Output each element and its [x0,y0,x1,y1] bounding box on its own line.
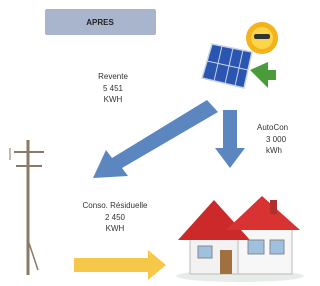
flow-value: 3 000 [266,135,287,144]
flow-unit: KWH [106,224,125,233]
arrow-autocons [215,110,245,168]
page: {"header": {"title": "APRES"}, "flows": … [0,0,309,286]
flow-unit: KWH [104,95,123,104]
arrow-conso [74,250,166,280]
header-title: APRES [86,18,114,27]
flow-label: Conso. Résiduelle [83,201,148,210]
diagram: APRES Revente 5 451 KWH AutoCon 3 000 kW… [0,0,309,286]
pole-icon [10,140,44,275]
flow-unit: kWh [266,146,282,155]
flow-label: AutoCon [257,123,288,132]
arrow-revente [93,100,218,178]
solar-panel-icon [202,22,278,88]
flow-value: 5 451 [103,84,124,93]
flow-label: Revente [98,72,128,81]
house-icon [176,196,304,282]
flow-value: 2 450 [105,213,126,222]
